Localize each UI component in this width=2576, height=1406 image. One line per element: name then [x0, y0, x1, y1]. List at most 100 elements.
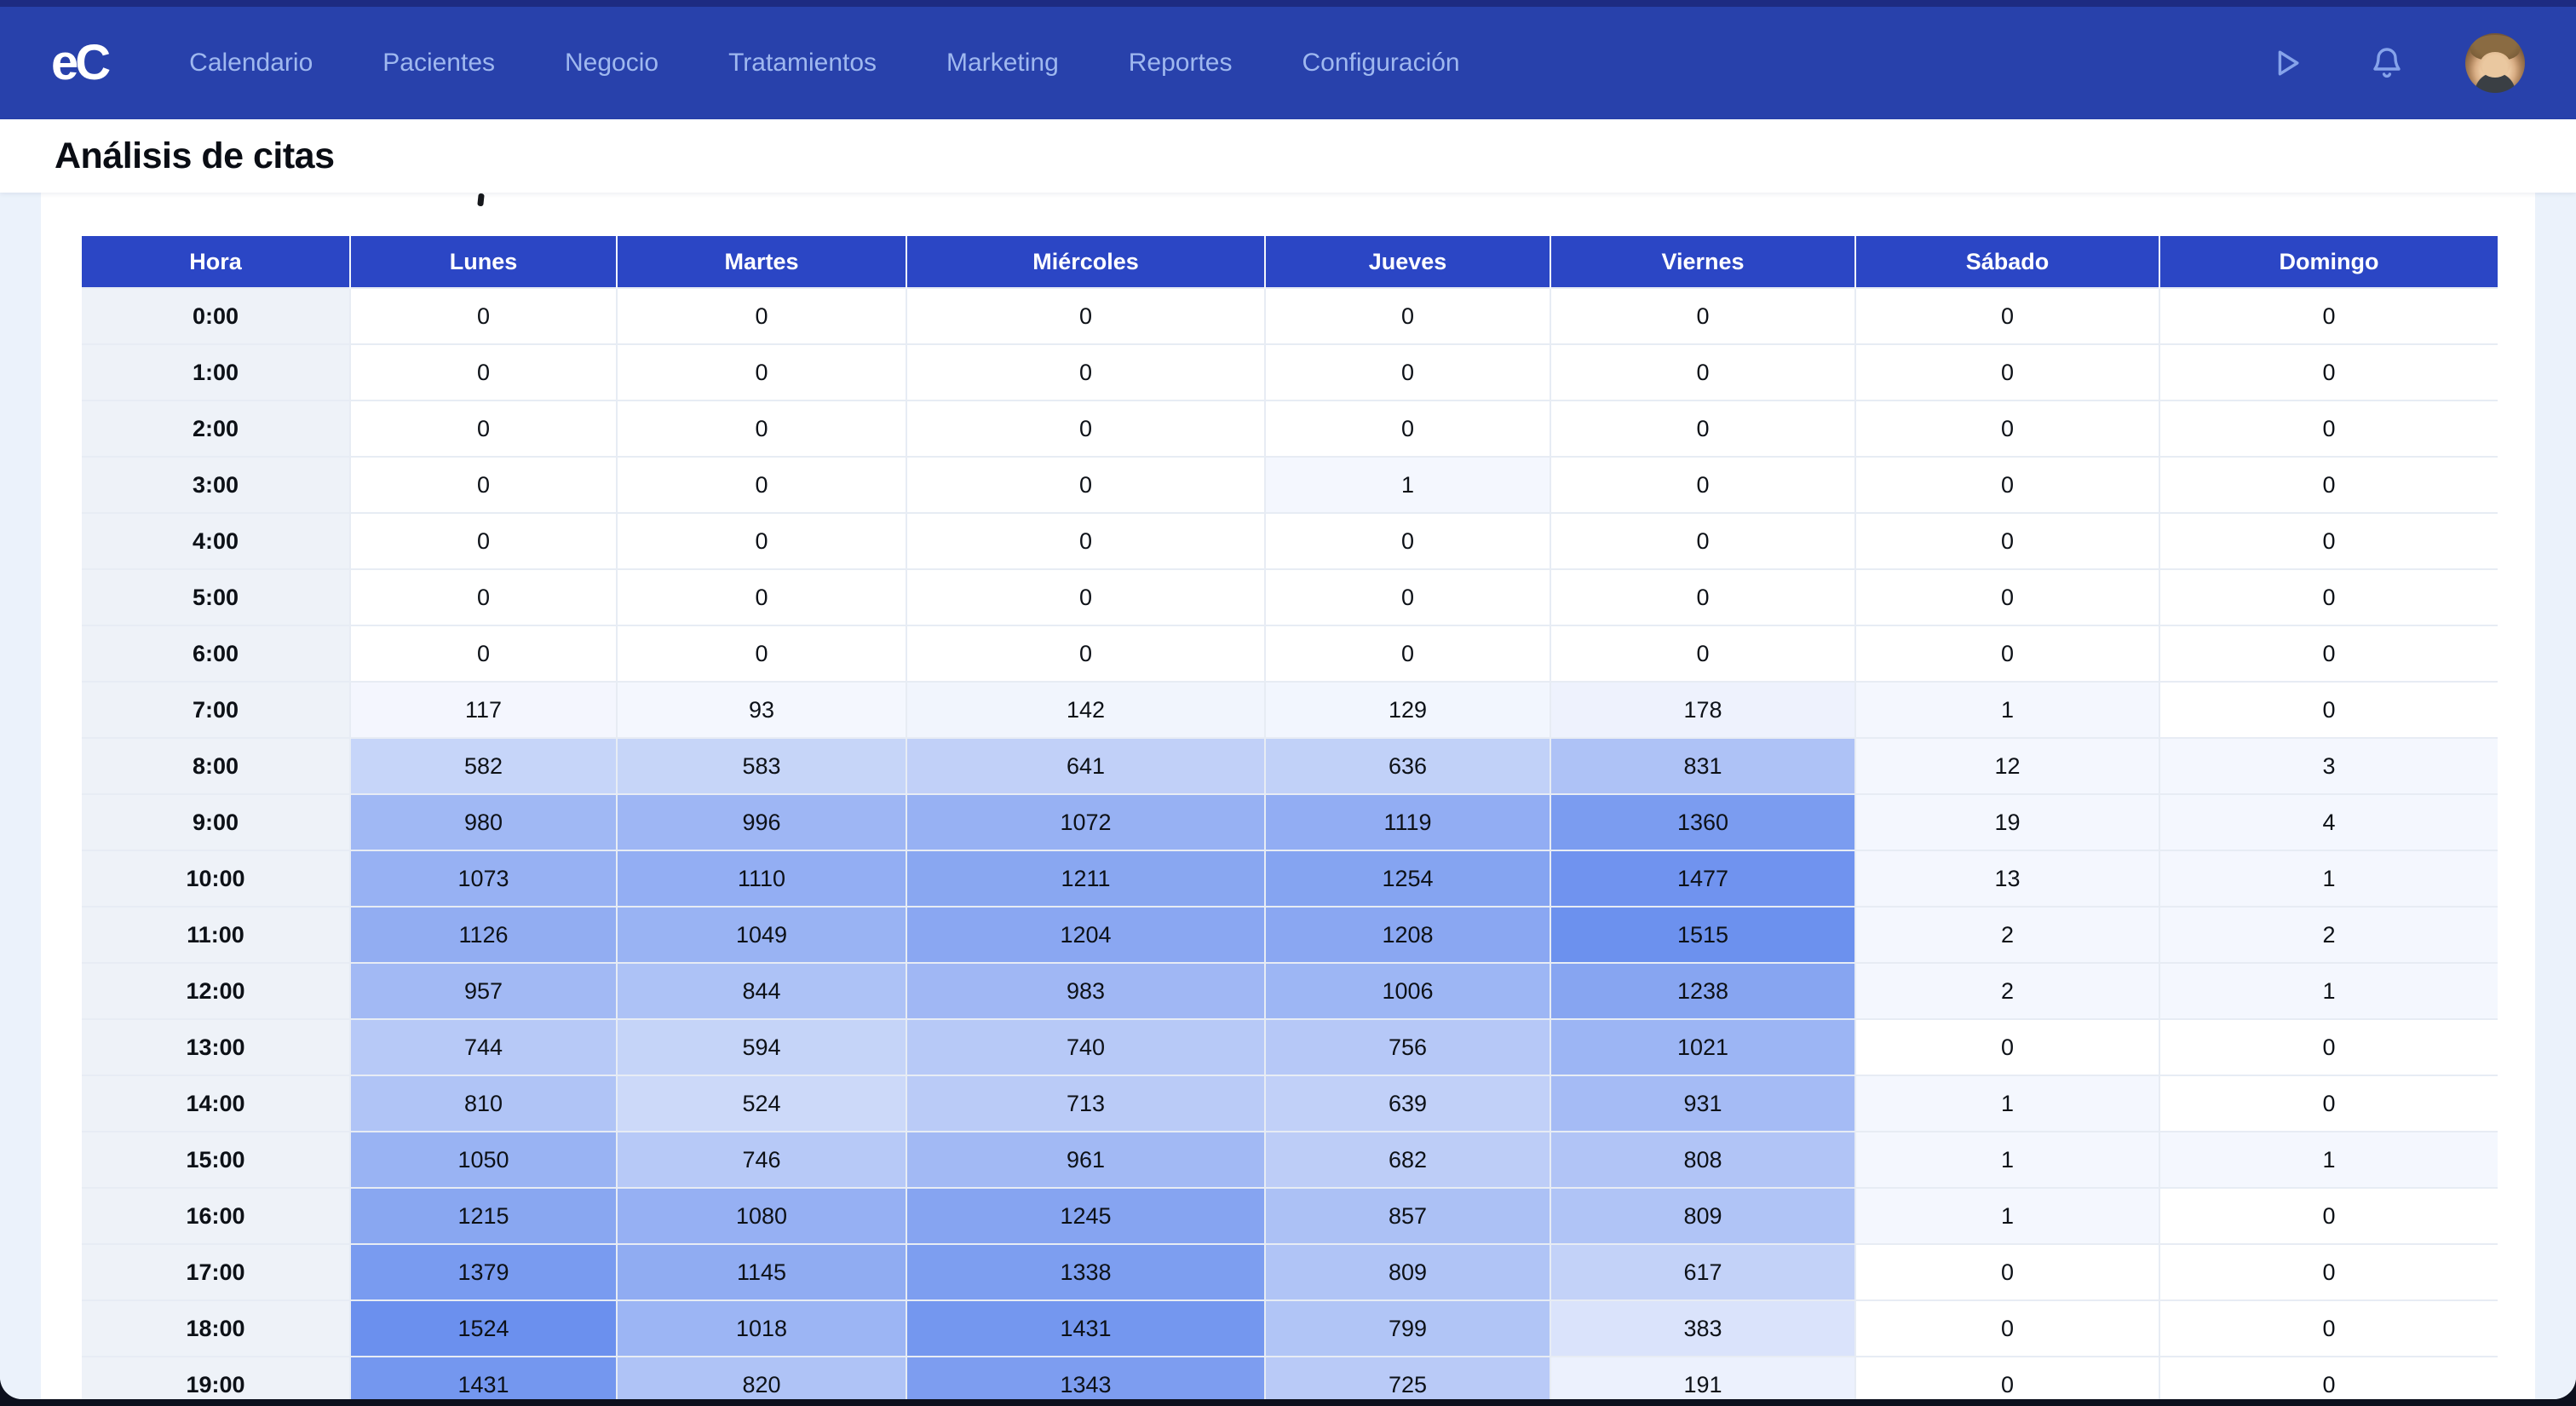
heat-cell: 713	[906, 1075, 1266, 1132]
heat-cell: 1021	[1550, 1018, 1856, 1075]
table-row: 1:00 0 0 0 0 0 0 0	[82, 343, 2498, 400]
app-logo[interactable]: eC	[51, 35, 111, 90]
table-row: 17:00 1379 1145 1338 809 617 0 0	[82, 1243, 2498, 1300]
heat-cell: 0	[1550, 568, 1856, 625]
hour-cell: 10:00	[82, 850, 351, 907]
page-header: Análisis de citas	[0, 119, 2576, 193]
heat-cell: 1080	[617, 1187, 907, 1244]
heat-cell: 744	[350, 1018, 618, 1075]
heat-cell: 810	[350, 1075, 618, 1132]
hour-cell: 12:00	[82, 962, 351, 1019]
table-row: 12:00 957 844 983 1006 1238 2 1	[82, 962, 2498, 1019]
table-row: 18:00 1524 1018 1431 799 383 0 0	[82, 1299, 2498, 1357]
screen-bottom-edge	[0, 1399, 2576, 1406]
play-icon[interactable]	[2264, 41, 2309, 85]
heat-cell: 1049	[617, 906, 907, 963]
heat-cell: 1072	[906, 793, 1266, 850]
heat-cell: 1073	[350, 850, 618, 907]
heat-cell: 931	[1550, 1075, 1856, 1132]
hour-cell: 7:00	[82, 681, 351, 738]
heat-cell: 3	[2159, 737, 2498, 794]
heat-cell: 117	[350, 681, 618, 738]
heat-cell: 1	[2159, 962, 2498, 1019]
table-row: 15:00 1050 746 961 682 808 1 1	[82, 1131, 2498, 1188]
hour-cell: 5:00	[82, 568, 351, 625]
heat-cell: 0	[1550, 625, 1856, 682]
user-avatar[interactable]	[2465, 33, 2525, 93]
heat-cell: 594	[617, 1018, 907, 1075]
table-row: 5:00 0 0 0 0 0 0 0	[82, 568, 2498, 625]
hour-cell: 18:00	[82, 1299, 351, 1357]
heat-cell: 857	[1265, 1187, 1551, 1244]
column-header: Sábado	[1855, 236, 2160, 288]
heat-cell: 0	[2159, 1356, 2498, 1399]
heat-cell: 809	[1550, 1187, 1856, 1244]
heat-cell: 0	[1855, 512, 2160, 569]
hour-cell: 1:00	[82, 343, 351, 400]
heat-cell: 12	[1855, 737, 2160, 794]
page-title: Análisis de citas	[55, 135, 335, 176]
heat-cell: 756	[1265, 1018, 1551, 1075]
heat-cell: 0	[617, 400, 907, 457]
table-row: 8:00 582 583 641 636 831 12 3	[82, 737, 2498, 794]
heat-cell: 0	[350, 512, 618, 569]
column-header: Viernes	[1550, 236, 1856, 288]
heat-cell: 0	[2159, 512, 2498, 569]
heat-cell: 740	[906, 1018, 1266, 1075]
heat-cell: 1204	[906, 906, 1266, 963]
heat-cell: 799	[1265, 1299, 1551, 1357]
hour-cell: 16:00	[82, 1187, 351, 1244]
table-header-row: Hora Lunes Martes Miércoles Jueves Viernes Sáb…	[82, 236, 2498, 288]
heat-cell: 0	[1855, 400, 2160, 457]
heat-cell: 0	[617, 625, 907, 682]
heat-cell: 191	[1550, 1356, 1856, 1399]
heat-cell: 1126	[350, 906, 618, 963]
heat-cell: 844	[617, 962, 907, 1019]
heat-cell: 1211	[906, 850, 1266, 907]
heat-cell: 1254	[1265, 850, 1551, 907]
heat-cell: 639	[1265, 1075, 1551, 1132]
heat-cell: 0	[350, 343, 618, 400]
nav-item-negocio[interactable]: Negocio	[565, 49, 659, 77]
heat-cell: 0	[350, 625, 618, 682]
nav-item-calendario[interactable]: Calendario	[189, 49, 313, 77]
table-row: 6:00 0 0 0 0 0 0 0	[82, 625, 2498, 682]
heat-cell: 0	[617, 343, 907, 400]
nav-item-configuracion[interactable]: Configuración	[1302, 49, 1460, 77]
clipped-heading-fragment	[477, 193, 485, 207]
heat-cell: 0	[2159, 343, 2498, 400]
heat-cell: 0	[2159, 568, 2498, 625]
heat-cell: 2	[2159, 906, 2498, 963]
heat-cell: 583	[617, 737, 907, 794]
heat-cell: 0	[1265, 568, 1551, 625]
heat-cell: 1018	[617, 1299, 907, 1357]
heat-cell: 0	[2159, 456, 2498, 513]
table-row: 10:00 1073 1110 1211 1254 1477 13 1	[82, 850, 2498, 907]
hour-cell: 13:00	[82, 1018, 351, 1075]
nav-item-marketing[interactable]: Marketing	[946, 49, 1059, 77]
table-row: 9:00 980 996 1072 1119 1360 19 4	[82, 793, 2498, 850]
bell-icon[interactable]	[2365, 41, 2409, 85]
heat-cell: 1215	[350, 1187, 618, 1244]
table-row: 14:00 810 524 713 639 931 1 0	[82, 1075, 2498, 1132]
heat-cell: 1	[1855, 1131, 2160, 1188]
heat-cell: 725	[1265, 1356, 1551, 1399]
heat-cell: 831	[1550, 737, 1856, 794]
nav-item-tratamientos[interactable]: Tratamientos	[728, 49, 877, 77]
heat-cell: 1	[2159, 850, 2498, 907]
heat-cell: 0	[906, 625, 1266, 682]
heat-cell: 19	[1855, 793, 2160, 850]
heat-cell: 0	[617, 287, 907, 344]
heat-cell: 0	[1855, 287, 2160, 344]
heat-cell: 0	[350, 400, 618, 457]
heat-cell: 0	[2159, 1187, 2498, 1244]
hour-cell: 14:00	[82, 1075, 351, 1132]
appointments-heatmap-table: Hora Lunes Martes Miércoles Jueves Viernes Sáb…	[82, 236, 2498, 1399]
heat-cell: 1145	[617, 1243, 907, 1300]
nav-item-pacientes[interactable]: Pacientes	[382, 49, 495, 77]
heat-cell: 0	[1855, 1243, 2160, 1300]
column-header: Martes	[617, 236, 907, 288]
hour-cell: 2:00	[82, 400, 351, 457]
nav-item-reportes[interactable]: Reportes	[1128, 49, 1233, 77]
heat-cell: 1515	[1550, 906, 1856, 963]
